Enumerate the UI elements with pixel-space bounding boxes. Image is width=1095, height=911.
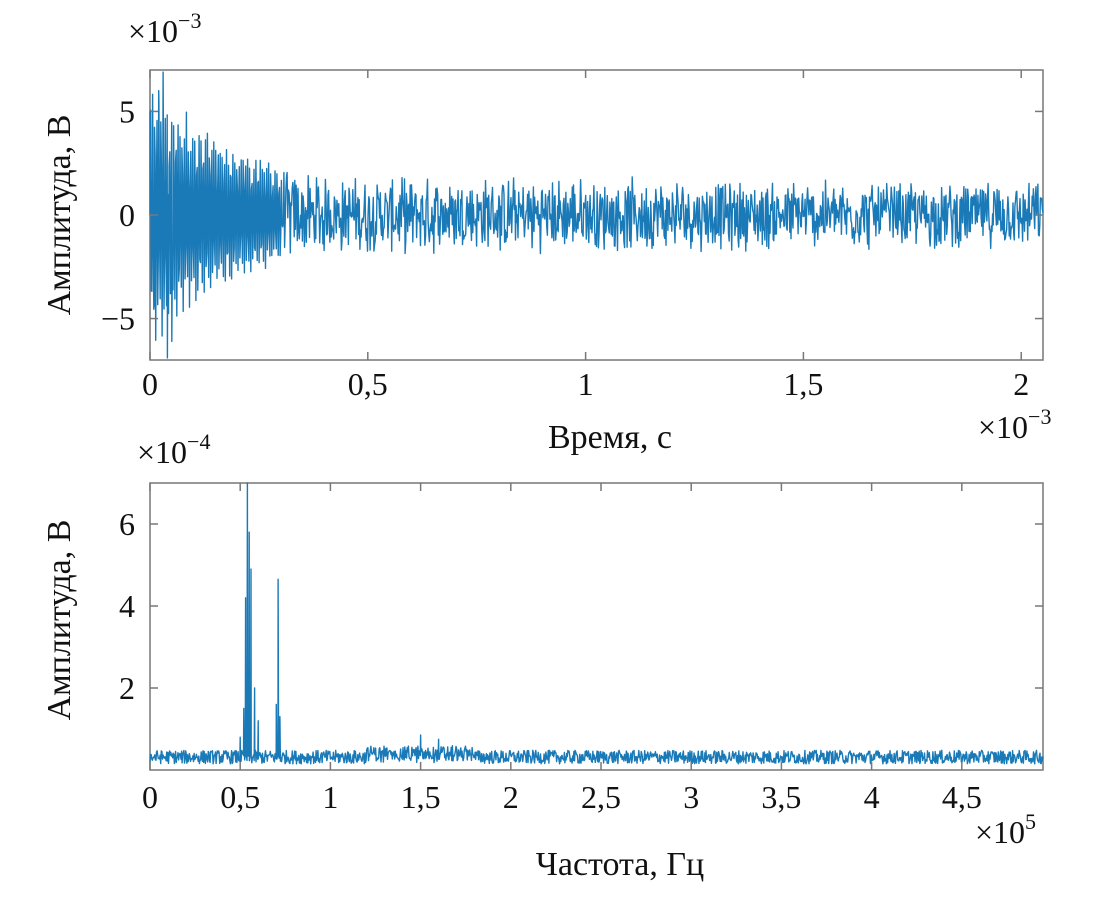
spectrum-series [149,482,1044,765]
x-axis-label: Частота, Гц [536,846,704,883]
y-tick-labels: 2 4 6 [119,506,1043,706]
series-line [149,482,1044,765]
x-tick-label: 2,5 [581,779,621,815]
x-tick-label: 0 [142,366,158,402]
y-tick-label: 2 [119,670,135,706]
x-tick-label: 0 [142,779,158,815]
y-axis-label: Амплитуда, В [41,115,78,316]
x-tick-labels: 0 0,5 1 1,5 2 2,5 3 3,5 4 4,5 [142,483,982,815]
x-tick-label: 1,5 [783,366,823,402]
x-tick-label: 3,5 [761,779,801,815]
time-signal-series [149,71,1044,359]
y-tick-label: −5 [101,301,135,337]
x-multiplier: ×10−3 [978,404,1051,445]
y-tick-label: 0 [119,197,135,233]
plot-frame [149,482,1044,771]
x-tick-label: 1 [322,779,338,815]
y-multiplier: ×10−3 [128,8,201,49]
x-tick-label: 2 [1013,366,1029,402]
x-tick-label: 1 [578,366,594,402]
x-tick-label: 0,5 [348,366,388,402]
y-multiplier: ×10−4 [137,429,210,470]
y-tick-label: 6 [119,506,135,542]
y-tick-label: 4 [119,588,135,624]
x-tick-labels: 0 0,5 1 1,5 2 [142,70,1029,402]
y-tick-labels: −5 0 5 [101,93,1043,337]
y-tick-label: 5 [119,93,135,129]
frequency-domain-panel: 0 0,5 1 1,5 2 2,5 3 3,5 4 4,5 2 4 6 ×10−4 ×105 Част… [41,429,1044,883]
x-axis-label: Время, с [548,419,672,456]
series-line [149,71,1044,359]
x-tick-label: 4,5 [942,779,982,815]
x-tick-label: 1,5 [401,779,441,815]
x-tick-label: 3 [683,779,699,815]
y-axis-label: Амплитуда, В [41,520,78,721]
x-tick-label: 4 [864,779,880,815]
x-tick-label: 0,5 [220,779,260,815]
x-multiplier: ×105 [975,809,1036,850]
time-domain-panel: 0 0,5 1 1,5 2 −505 ×10−3 ×10−3 Время, с Ампл… [41,8,1051,456]
x-tick-label: 2 [503,779,519,815]
